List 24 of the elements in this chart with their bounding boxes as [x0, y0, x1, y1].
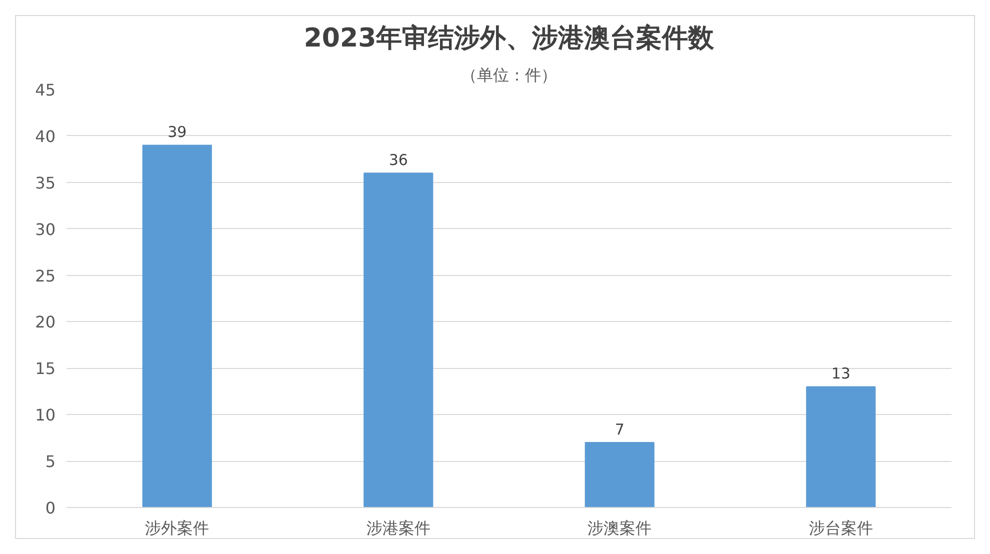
chart-title: 2023年审结涉外、涉港澳台案件数	[304, 24, 716, 54]
data-label: 13	[831, 364, 850, 383]
y-tick-label: 0	[45, 498, 56, 518]
bar	[806, 386, 876, 508]
bar	[584, 442, 654, 508]
x-tick-label: 涉外案件	[145, 518, 210, 538]
x-tick-label: 涉澳案件	[588, 518, 652, 538]
y-tick-label: 20	[35, 312, 56, 332]
y-tick-label: 15	[35, 359, 56, 378]
x-tick-label: 涉台案件	[808, 518, 873, 538]
bar	[364, 172, 434, 508]
bar	[142, 144, 212, 508]
y-tick-label: 25	[35, 266, 56, 286]
data-label: 36	[388, 151, 408, 170]
data-label: 7	[614, 420, 624, 438]
y-tick-label: 30	[35, 220, 56, 239]
data-label: 39	[168, 123, 187, 142]
y-tick-label: 45	[35, 80, 56, 100]
y-tick-label: 10	[35, 406, 56, 425]
y-tick-label: 5	[45, 452, 56, 472]
y-tick-label: 40	[35, 126, 56, 146]
y-tick-label: 35	[35, 173, 56, 192]
chart-subtitle: （单位：件）	[461, 66, 557, 84]
x-tick-label: 涉港案件	[366, 518, 430, 538]
